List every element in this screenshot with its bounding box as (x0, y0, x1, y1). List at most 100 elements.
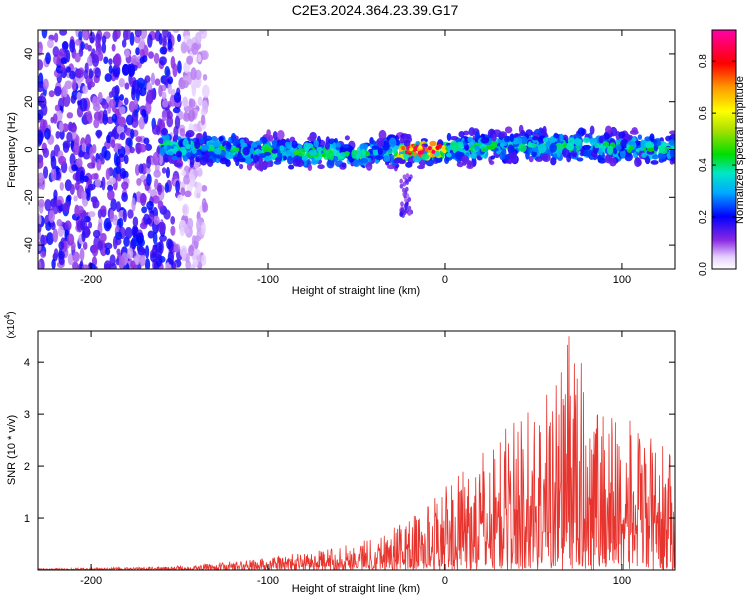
spectrogram-cell (127, 63, 136, 76)
spectrogram-cell (196, 167, 203, 177)
spectrogram-cell (258, 156, 264, 167)
spectrogram-cell (85, 226, 90, 237)
spectrogram-cell (100, 157, 105, 165)
spectrogram-cell (41, 30, 48, 39)
y-tick-label: 40 (23, 48, 35, 60)
spectrogram-cell (108, 91, 114, 98)
spectrogram-cell (329, 152, 334, 161)
spectrogram-cell (475, 130, 480, 141)
spectrogram-cell (84, 134, 91, 147)
spectrogram-cell (119, 132, 126, 141)
spectrogram-cell (78, 30, 83, 41)
spectrogram-cell (154, 78, 161, 86)
spectrogram-cell (195, 158, 201, 163)
spectrogram-cell (374, 155, 384, 160)
spectrogram-cell (139, 49, 146, 58)
spectrogram-cell (112, 64, 121, 78)
spectrogram-cell (173, 92, 182, 103)
spectrogram-cell (670, 156, 675, 162)
spectrogram-cell (79, 248, 85, 262)
spectrogram-cell (146, 156, 152, 169)
spectrogram-cell (136, 232, 144, 244)
spectrogram-cell (82, 241, 88, 250)
spectrogram-cell (127, 209, 134, 219)
spectrogram-cell (194, 141, 201, 149)
colorbar-gradient (712, 30, 736, 269)
spectrogram-cell (550, 157, 557, 166)
spectrogram-cell (54, 86, 62, 97)
spectrogram-cell (541, 153, 551, 163)
spectrogram-cell (172, 107, 181, 114)
figure-title: C2E3.2024.364.23.39.G17 (292, 2, 459, 18)
spectrogram-cell (46, 232, 54, 246)
spectrogram-cell (197, 96, 203, 107)
spectrogram-cell (64, 220, 72, 231)
spectrogram-cell (542, 137, 548, 143)
spectrogram-cell (119, 106, 126, 115)
spectrogram-cell (181, 80, 189, 89)
y-tick-label: 3 (24, 409, 30, 421)
spectrogram-cell (38, 59, 44, 71)
spectrogram-cell (110, 198, 117, 212)
spectrogram-cell (62, 202, 70, 213)
spectrogram-cell (93, 111, 102, 122)
spectrogram-cell (112, 214, 118, 221)
spectrogram-cell (38, 223, 42, 233)
spectrogram-cell (84, 43, 89, 50)
spectrogram-cell (177, 33, 182, 43)
spectrogram-cell (450, 141, 459, 152)
spectrogram-cell (175, 180, 181, 194)
spectrogram-cell (531, 136, 539, 141)
spectrogram-cell (60, 64, 66, 73)
spectrogram-cell (340, 152, 345, 157)
spectrogram-cell (326, 159, 335, 169)
spectrogram-cell (183, 61, 191, 74)
spectrogram-cell (504, 126, 513, 134)
spectrogram-cell (359, 158, 369, 164)
spectrogram-cell (138, 87, 147, 97)
spectrogram-cell (48, 210, 55, 223)
spectrogram-cell (188, 244, 195, 257)
spectrogram-cell (91, 143, 97, 154)
spectrogram-cell (277, 152, 283, 161)
spectrogram-cell (242, 146, 250, 156)
spectrogram-cell (196, 132, 203, 139)
spectrogram-cell (123, 236, 130, 247)
spectrogram-cell (573, 133, 581, 140)
spectrogram-cell (508, 150, 517, 160)
spectrogram-cell (58, 257, 65, 266)
spectrogram-cell (172, 63, 178, 78)
spectrogram-cell (76, 91, 82, 101)
spectrogram-cell (92, 54, 100, 68)
spectrogram-cell (190, 67, 197, 81)
spectrogram-cell (313, 139, 319, 148)
spectrogram-cell (159, 46, 168, 55)
spectrogram-cell (74, 52, 81, 63)
spectrogram-cell (146, 82, 153, 92)
spectrogram-cell (377, 147, 384, 156)
spectrogram-cell (53, 189, 58, 201)
spectrogram-cell (73, 138, 80, 152)
spectrogram-cell (263, 159, 273, 168)
snr-x-label: Height of straight line (km) (292, 583, 420, 595)
spectrogram-cell (72, 261, 79, 269)
colorbar-tick-label: 0.0 (698, 262, 709, 276)
snr-y-label: SNR (10 * v/v) (6, 415, 18, 485)
spectrogram-cell (89, 31, 96, 44)
spectrogram-cell (105, 247, 111, 256)
spectrogram-cell (544, 141, 550, 148)
spectrogram-cell (411, 150, 417, 157)
spectrogram-image (38, 30, 675, 269)
spectrogram-cell (238, 163, 244, 170)
spectrogram-cell (108, 64, 113, 74)
spectrogram-cell (207, 144, 215, 153)
spectrogram-cell (186, 55, 194, 65)
spectrogram-cell (421, 153, 430, 160)
spectrogram-cell (604, 153, 613, 164)
spectrogram-cell (106, 180, 113, 187)
spectrogram-cell (402, 187, 406, 193)
spectrogram-cell (603, 141, 609, 147)
spectrogram-cell (657, 152, 667, 160)
spectrogram-cell (98, 51, 104, 62)
spectrogram-cell (347, 147, 354, 153)
